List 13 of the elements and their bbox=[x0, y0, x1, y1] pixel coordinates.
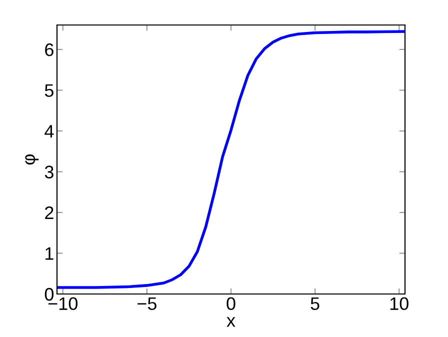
y-tick-label: 4 bbox=[44, 125, 54, 138]
x-axis-title: x bbox=[226, 317, 236, 327]
line-series bbox=[57, 30, 405, 289]
y-tick-label: 3 bbox=[44, 166, 54, 178]
x-tick-label: 0 bbox=[226, 297, 236, 310]
x-tick-label: 5 bbox=[310, 297, 320, 310]
x-tick-label: −5 bbox=[138, 297, 156, 310]
y-axis-title: φ bbox=[25, 154, 39, 165]
y-tick-label: 6 bbox=[45, 43, 54, 56]
y-tick-label: 2 bbox=[45, 206, 54, 220]
x-tick-label: 10 bbox=[390, 297, 408, 310]
y-tick-label: 1 bbox=[46, 247, 54, 260]
y-tick-label: 5 bbox=[44, 84, 54, 97]
